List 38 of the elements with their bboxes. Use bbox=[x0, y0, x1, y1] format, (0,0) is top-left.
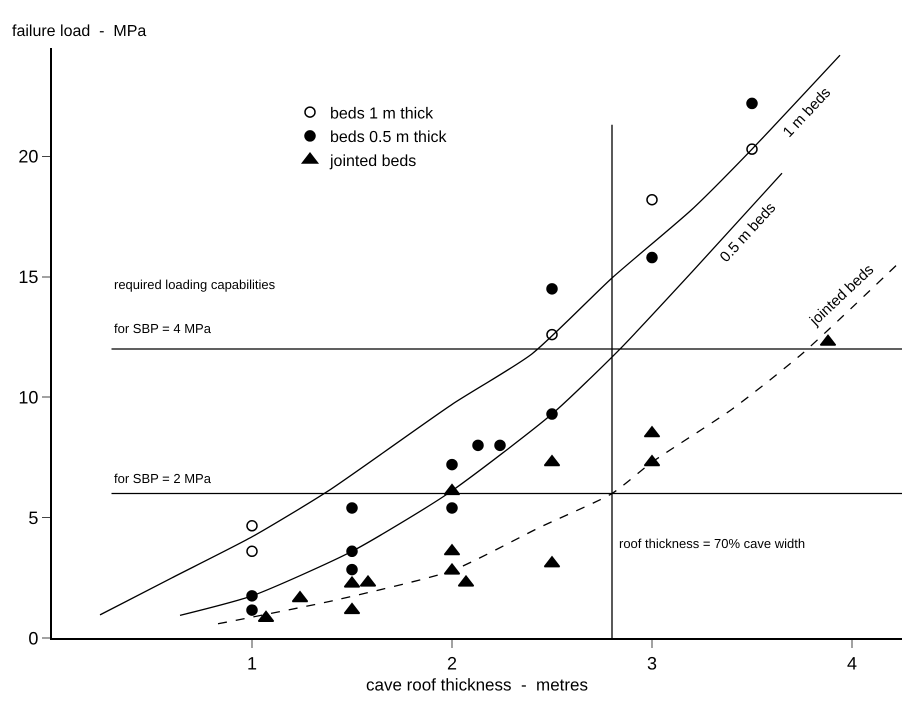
x-axis-title: cave roof thickness - metres bbox=[366, 676, 588, 694]
point bbox=[472, 440, 484, 452]
x-tick-label: 4 bbox=[846, 654, 858, 674]
point bbox=[458, 575, 474, 587]
y-tick-label: 10 bbox=[18, 387, 38, 408]
point bbox=[544, 454, 560, 466]
y-axis-title: failure load - MPa bbox=[12, 23, 146, 40]
y-tick-label: 5 bbox=[28, 508, 38, 528]
y-tick-label: 15 bbox=[18, 267, 38, 288]
annotation: required loading capabilities bbox=[114, 277, 276, 292]
point bbox=[344, 602, 360, 614]
point bbox=[494, 440, 506, 452]
annotation: roof thickness = 70% cave width bbox=[619, 536, 806, 551]
point bbox=[446, 458, 458, 470]
point bbox=[646, 252, 658, 264]
point bbox=[446, 502, 458, 514]
point bbox=[346, 502, 358, 514]
point bbox=[344, 576, 360, 588]
point bbox=[258, 610, 274, 622]
point bbox=[746, 98, 758, 110]
point bbox=[246, 604, 258, 616]
legend-label: beds 1 m thick bbox=[330, 105, 434, 122]
point bbox=[644, 454, 660, 466]
x-tick-label: 3 bbox=[646, 654, 658, 674]
y-tick-label: 0 bbox=[28, 628, 38, 648]
annotation: for SBP = 4 MPa bbox=[114, 321, 212, 336]
point bbox=[646, 194, 658, 206]
point bbox=[546, 283, 558, 295]
annotation: for SBP = 2 MPa bbox=[114, 471, 212, 486]
point bbox=[246, 520, 258, 532]
point bbox=[346, 564, 358, 576]
x-tick-label: 1 bbox=[246, 654, 258, 674]
legend-label: beds 0.5 m thick bbox=[330, 129, 448, 146]
point bbox=[246, 546, 258, 558]
y-tick-label: 20 bbox=[18, 146, 38, 167]
point bbox=[360, 575, 376, 587]
legend-label: jointed beds bbox=[329, 152, 416, 170]
x-tick-label: 2 bbox=[446, 654, 458, 674]
